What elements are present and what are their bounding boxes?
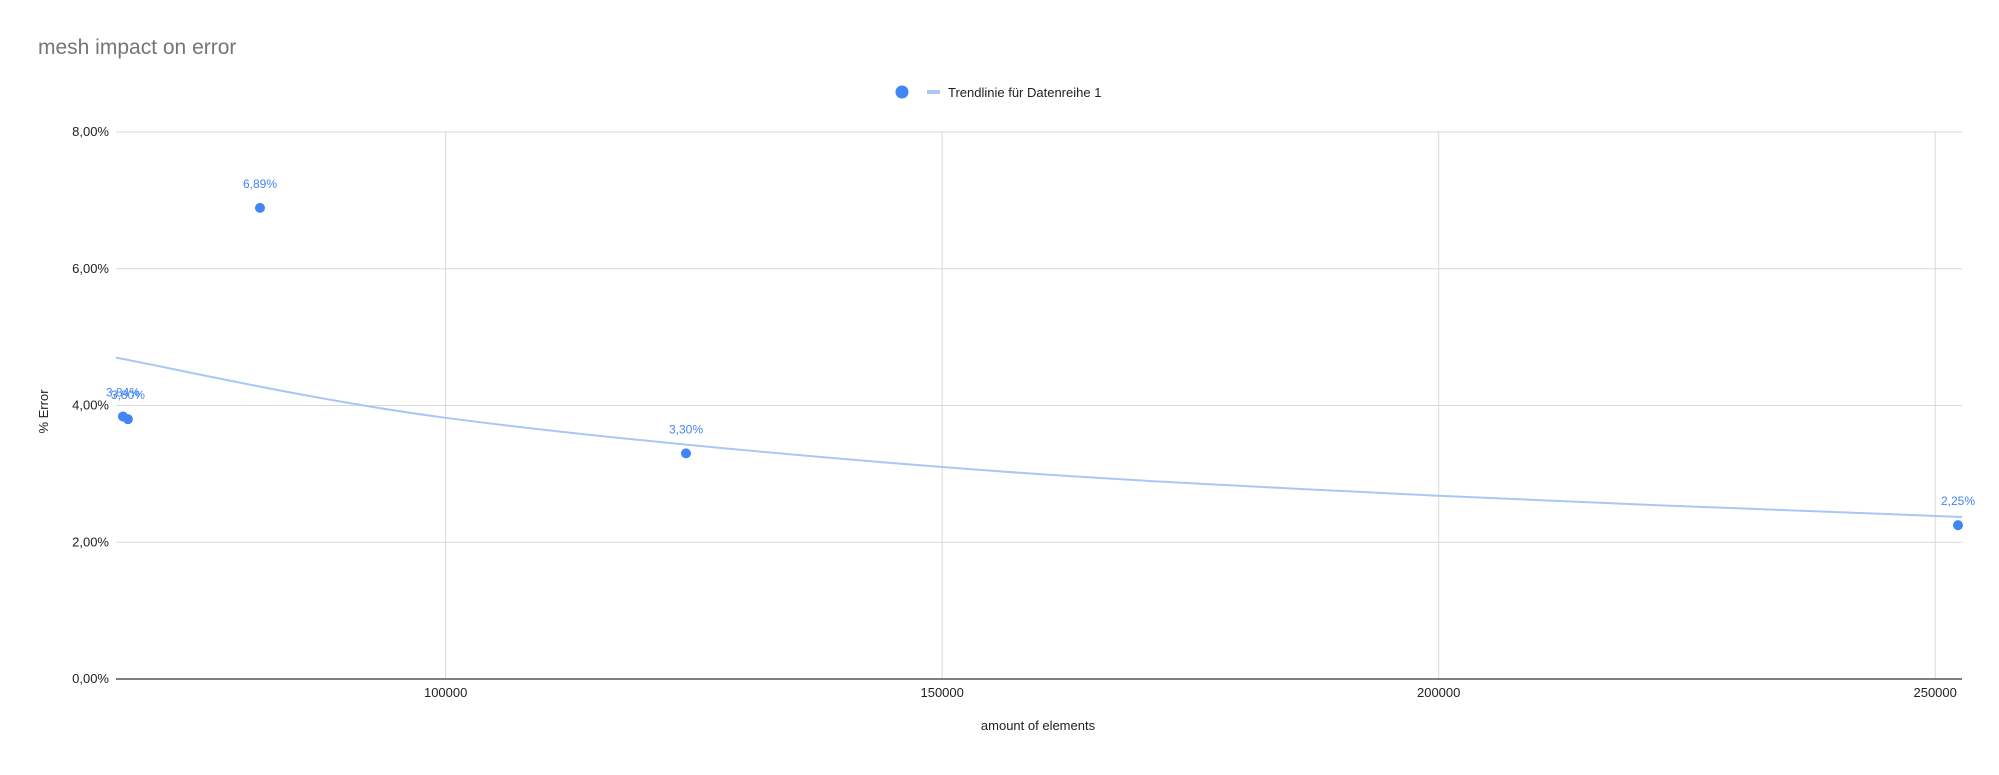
data-point <box>1953 520 1964 531</box>
y-axis-title: % Error <box>36 389 51 434</box>
y-tick-label: 2,00% <box>72 534 109 549</box>
data-point <box>680 448 691 459</box>
data-label: 3,80% <box>111 388 145 402</box>
legend-series-marker <box>895 85 909 99</box>
trendline <box>115 356 1963 518</box>
y-tick-label: 6,00% <box>72 261 109 276</box>
y-tick-label: 0,00% <box>72 671 109 686</box>
legend-trendline-label: Trendlinie für Datenreihe 1 <box>948 85 1101 100</box>
data-point <box>122 414 133 425</box>
data-label: 3,84% <box>106 385 140 399</box>
x-tick-label: 100000 <box>424 685 467 700</box>
data-label: 6,89% <box>243 177 277 191</box>
chart-title: mesh impact on error <box>38 36 237 59</box>
data-label: 2,25% <box>1941 494 1975 508</box>
data-point <box>254 202 265 213</box>
x-tick-label: 250000 <box>1913 685 1956 700</box>
data-label: 3,30% <box>669 422 703 436</box>
x-axis-title: amount of elements <box>981 718 1096 733</box>
y-tick-label: 8,00% <box>72 124 109 139</box>
x-tick-label: 150000 <box>920 685 963 700</box>
y-tick-label: 4,00% <box>72 398 109 413</box>
x-tick-label: 200000 <box>1417 685 1460 700</box>
